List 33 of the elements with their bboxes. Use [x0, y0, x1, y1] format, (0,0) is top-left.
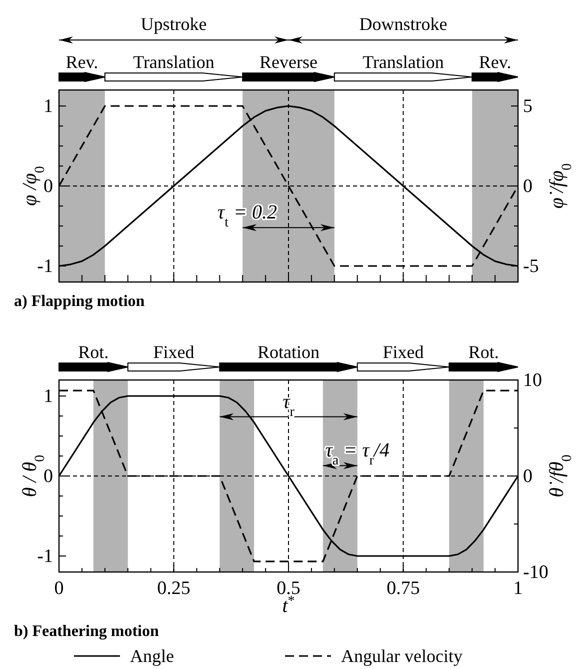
annotation: τ$_{a}$ = τ$_{r}$/4: [325, 440, 390, 468]
text: Rot.: [468, 342, 499, 362]
text: Rev.: [478, 52, 512, 72]
text: Rotation: [258, 342, 320, 362]
text: Translation: [133, 52, 214, 72]
x-tick-label: 0.75: [386, 578, 420, 599]
x-tick-label: 1: [513, 578, 523, 599]
y2-tick-label: 10: [523, 370, 542, 391]
annotation: τ$_{r}$: [282, 390, 295, 420]
text: Rot.: [78, 342, 109, 362]
y2-tick-label: -5: [523, 256, 539, 277]
text: Translation: [362, 52, 444, 72]
text: Downstroke: [359, 14, 448, 34]
x-axis-title: t$^{*}$: [282, 594, 295, 617]
y-tick-label: -1: [37, 546, 53, 567]
legend-label: Angle: [130, 646, 174, 666]
text: Fixed: [153, 342, 194, 362]
text: b) Feathering motion: [14, 623, 159, 640]
x-tick-label: 0.25: [157, 578, 190, 599]
annotation: τ$_{t}$ = 0.2: [217, 202, 277, 230]
text: a) Flapping motion: [14, 293, 145, 310]
y2-tick-label: -10: [523, 562, 548, 583]
y-tick-label: 1: [44, 96, 53, 117]
text: Upstroke: [140, 14, 207, 34]
text: Rev.: [66, 52, 98, 72]
text: Fixed: [382, 342, 424, 362]
y2-tick-label: 0: [523, 466, 532, 487]
y-tick-label: -1: [37, 256, 53, 277]
legend-label: Angular velocity: [341, 646, 462, 666]
text: Reverse: [260, 52, 318, 72]
y2-tick-label: 5: [523, 96, 532, 117]
y-tick-label: 1: [44, 386, 53, 407]
y2-tick-label: 0: [523, 176, 532, 197]
